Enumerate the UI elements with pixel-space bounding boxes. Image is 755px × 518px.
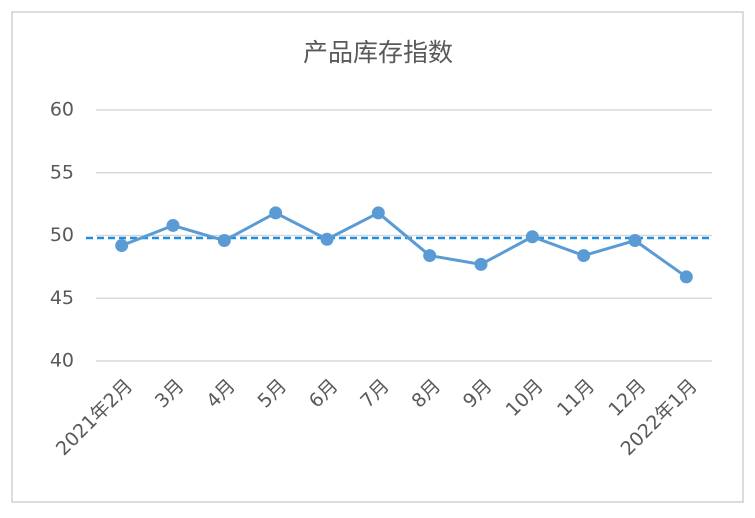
point [423,249,437,263]
y-tick-label: 50 [50,224,74,246]
point [320,232,334,246]
line [121,211,688,279]
chart-title: 产品库存指数 [303,38,453,67]
point [217,234,231,248]
point [679,270,693,284]
chart-border [11,11,744,503]
y-tick-label: 40 [50,350,74,372]
point [166,218,180,232]
point [474,257,488,271]
point [525,230,539,244]
point [628,234,642,248]
point [371,206,385,220]
y-tick-label: 60 [50,99,74,121]
y-tick-label: 55 [50,161,74,183]
y-tick-label: 45 [50,287,74,309]
point [269,206,283,220]
point [577,249,591,263]
point [115,239,129,253]
